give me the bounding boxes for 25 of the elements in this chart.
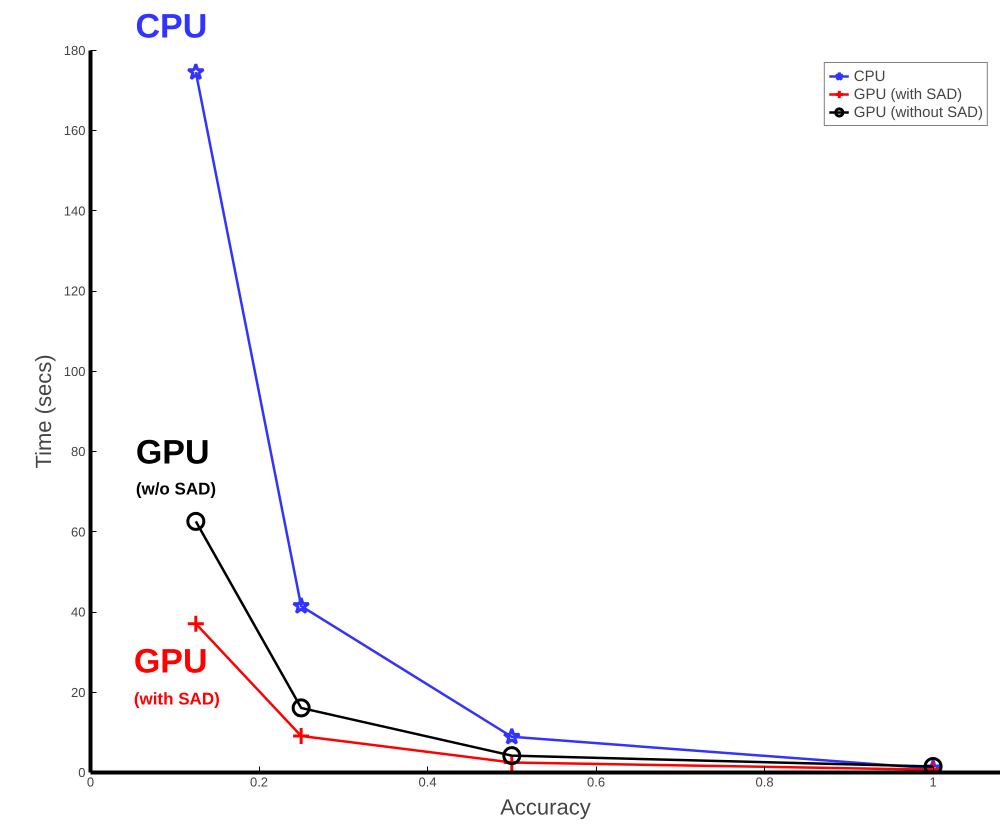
annotation: GPU bbox=[136, 433, 210, 472]
x-tick-label: 0.6 bbox=[587, 774, 606, 790]
annotation: GPU bbox=[134, 642, 208, 681]
annotation: (w/o SAD) bbox=[136, 479, 216, 498]
y-tick-label: 20 bbox=[71, 684, 86, 700]
legend-label: GPU (with SAD) bbox=[854, 85, 962, 103]
y-tick-label: 40 bbox=[71, 604, 86, 620]
x-tick-label: 0.2 bbox=[250, 774, 268, 790]
x-tick-label: 1 bbox=[929, 774, 937, 790]
y-tick-label: 60 bbox=[71, 524, 86, 540]
x-tick-label: 0.4 bbox=[418, 774, 437, 790]
y-tick-label: 120 bbox=[64, 284, 86, 299]
y-tick-label: 0 bbox=[78, 765, 86, 780]
y-tick-label: 100 bbox=[64, 364, 86, 379]
legend-label: CPU bbox=[854, 67, 886, 85]
legend-label: GPU (without SAD) bbox=[854, 103, 983, 121]
annotation: (with SAD) bbox=[134, 690, 220, 709]
y-tick-label: 160 bbox=[64, 123, 86, 138]
y-tick-label: 140 bbox=[64, 203, 86, 218]
text: CPU bbox=[136, 8, 208, 46]
x-tick-label: 0.8 bbox=[756, 774, 774, 790]
y-tick-label: 80 bbox=[71, 444, 86, 460]
x-axis-title: Accuracy bbox=[500, 794, 591, 820]
y-axis-title: Time (secs) bbox=[30, 354, 56, 469]
y-tick-label: 180 bbox=[64, 43, 86, 58]
